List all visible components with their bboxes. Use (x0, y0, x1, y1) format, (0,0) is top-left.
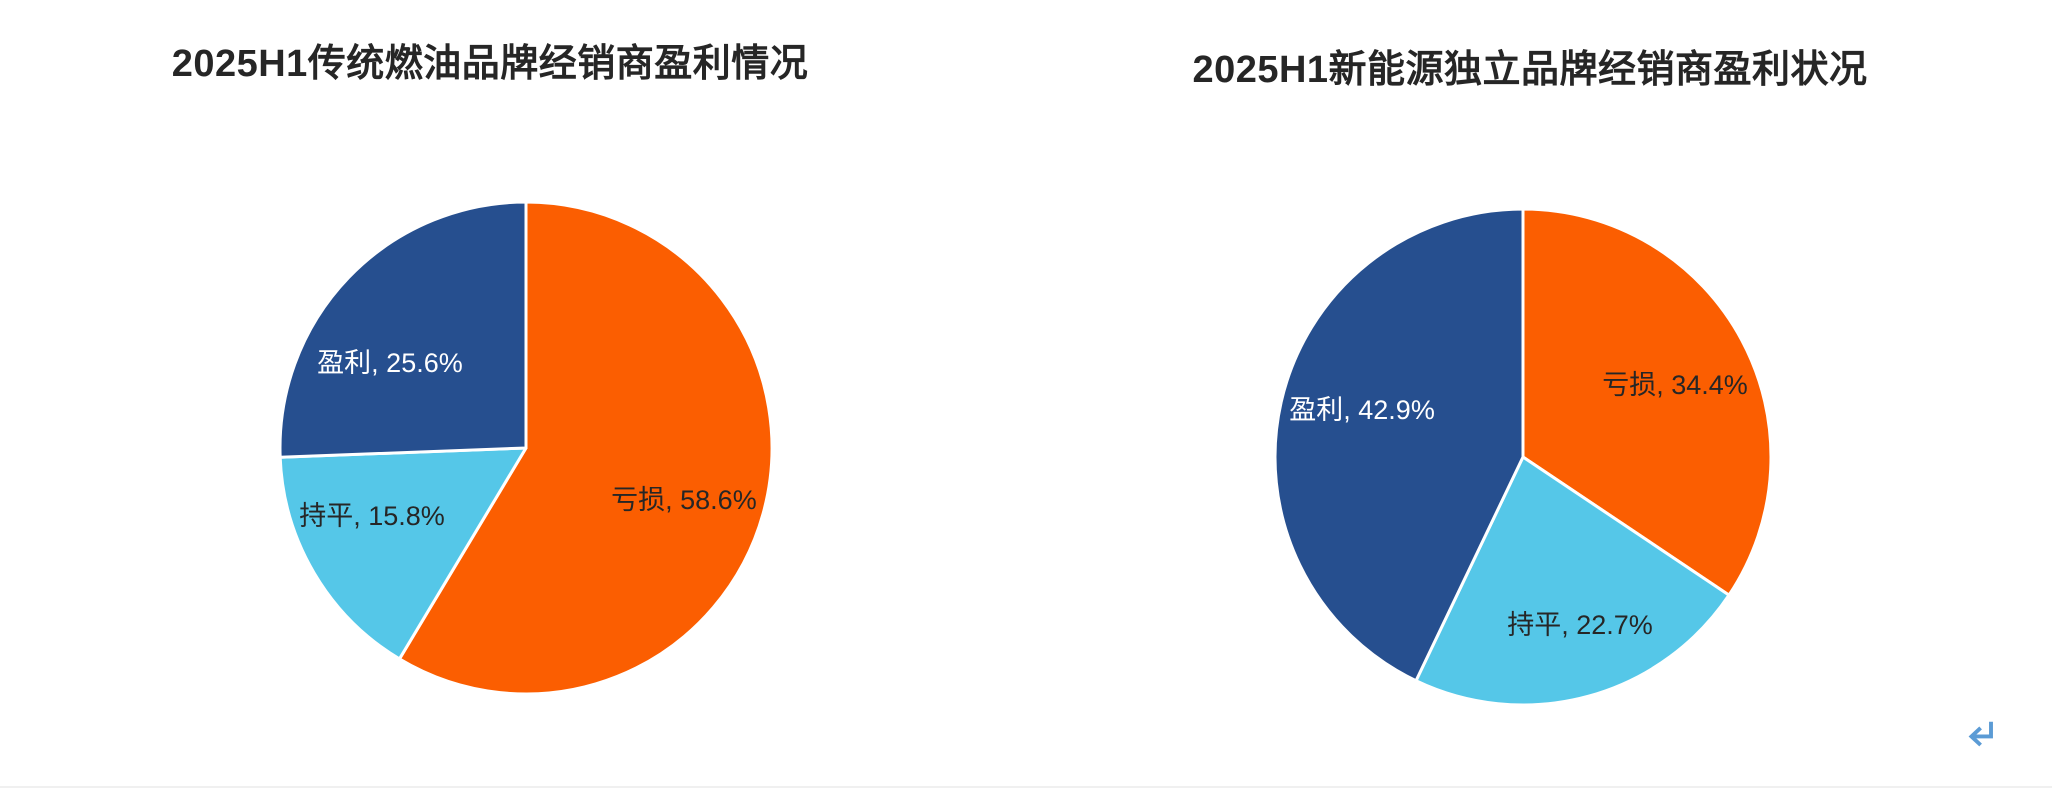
pie-data-label-持平: 持平, 22.7% (1507, 610, 1653, 640)
pie-slice-亏损 (1521, 207, 1773, 597)
pie-chart-fuel-brands: 亏损, 58.6% 持平, 15.8% 盈利, 25.6% (278, 200, 774, 696)
chart-title-fuel-brands: 2025H1传统燃油品牌经销商盈利情况 (171, 43, 809, 85)
pie-chart-nev-brands: 亏损, 34.4% 持平, 22.7% 盈利, 42.9% (1273, 207, 1773, 707)
pie-slice-盈利 (278, 200, 528, 459)
pie-slice-持平 (278, 446, 528, 661)
page-bottom-edge (0, 786, 2052, 788)
pie-slice-盈利 (1273, 207, 1525, 683)
paragraph-return-mark (1958, 712, 2002, 756)
pie-data-label-盈利: 盈利, 42.9% (1289, 395, 1435, 425)
pie-slice-亏损 (397, 200, 774, 696)
pie-data-label-盈利: 盈利, 25.6% (317, 348, 463, 378)
pie-data-label-持平: 持平, 15.8% (299, 501, 445, 531)
return-arrow-icon (1968, 721, 1993, 747)
pie-data-label-亏损: 亏损, 58.6% (611, 485, 757, 515)
pie-data-label-亏损: 亏损, 34.4% (1602, 370, 1748, 400)
chart-title-nev-brands: 2025H1新能源独立品牌经销商盈利状况 (1192, 49, 1868, 91)
